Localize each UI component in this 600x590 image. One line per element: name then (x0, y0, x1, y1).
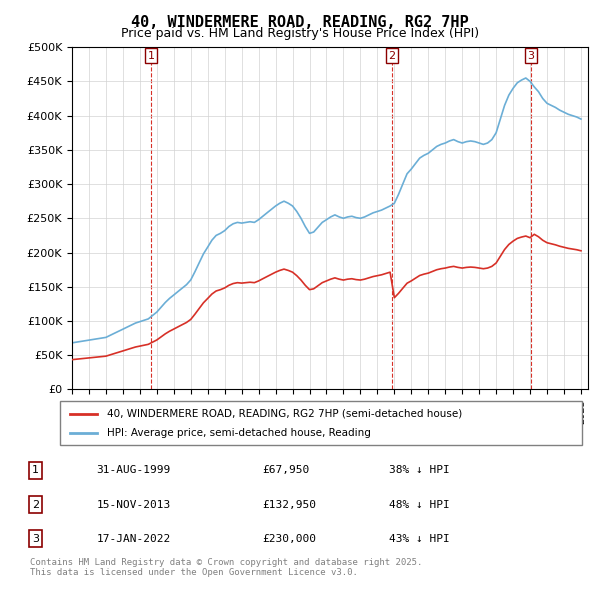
Text: 40, WINDERMERE ROAD, READING, RG2 7HP: 40, WINDERMERE ROAD, READING, RG2 7HP (131, 15, 469, 30)
Text: 38% ↓ HPI: 38% ↓ HPI (389, 466, 449, 476)
Text: 1: 1 (148, 51, 155, 61)
Text: 3: 3 (527, 51, 535, 61)
Text: 17-JAN-2022: 17-JAN-2022 (96, 534, 170, 543)
Text: 15-NOV-2013: 15-NOV-2013 (96, 500, 170, 510)
Text: £67,950: £67,950 (262, 466, 309, 476)
Text: 2: 2 (389, 51, 396, 61)
Text: 43% ↓ HPI: 43% ↓ HPI (389, 534, 449, 543)
Text: 48% ↓ HPI: 48% ↓ HPI (389, 500, 449, 510)
Text: 31-AUG-1999: 31-AUG-1999 (96, 466, 170, 476)
Text: 40, WINDERMERE ROAD, READING, RG2 7HP (semi-detached house): 40, WINDERMERE ROAD, READING, RG2 7HP (s… (107, 409, 462, 418)
Text: Price paid vs. HM Land Registry's House Price Index (HPI): Price paid vs. HM Land Registry's House … (121, 27, 479, 40)
Text: 2: 2 (32, 500, 39, 510)
FancyBboxPatch shape (60, 401, 582, 445)
Text: £230,000: £230,000 (262, 534, 316, 543)
Text: £132,950: £132,950 (262, 500, 316, 510)
Text: HPI: Average price, semi-detached house, Reading: HPI: Average price, semi-detached house,… (107, 428, 371, 438)
Text: 3: 3 (32, 534, 39, 543)
Text: 1: 1 (32, 466, 39, 476)
Text: Contains HM Land Registry data © Crown copyright and database right 2025.
This d: Contains HM Land Registry data © Crown c… (30, 558, 422, 577)
